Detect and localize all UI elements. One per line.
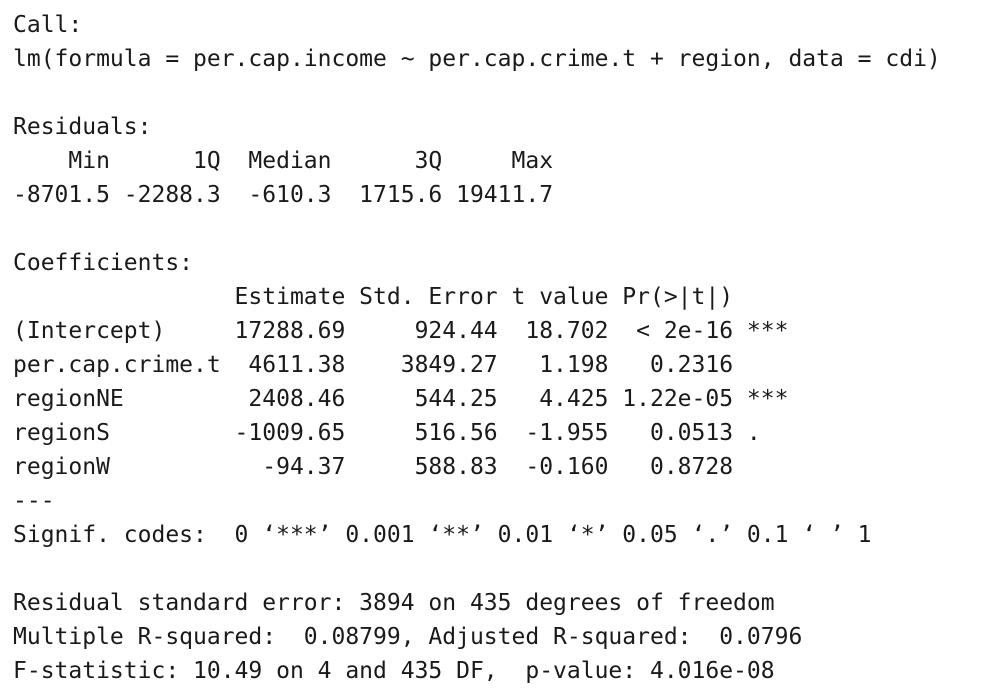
residuals-values: -8701.5 -2288.3 -610.3 1715.6 19411.7 bbox=[13, 182, 567, 208]
coefficients-column-header: Estimate Std. Error t value Pr(>|t|) bbox=[13, 284, 789, 310]
residual-standard-error: Residual standard error: 3894 on 435 deg… bbox=[13, 590, 775, 616]
residuals-header: Residuals: bbox=[13, 114, 152, 140]
f-statistic-line: F-statistic: 10.49 on 4 and 435 DF, p-va… bbox=[13, 658, 775, 684]
coefficient-row-region-w: regionW -94.37 588.83 -0.160 0.8728 bbox=[13, 454, 789, 480]
call-header: Call: bbox=[13, 12, 83, 38]
coefficient-row-region-s: regionS -1009.65 516.56 -1.955 0.0513 . bbox=[13, 420, 789, 446]
coefficients-separator: --- bbox=[13, 488, 55, 514]
coefficient-row-per-cap-crime: per.cap.crime.t 4611.38 3849.27 1.198 0.… bbox=[13, 352, 789, 378]
blank-line bbox=[13, 552, 996, 586]
blank-line bbox=[13, 212, 996, 246]
signif-codes: Signif. codes: 0 ‘***’ 0.001 ‘**’ 0.01 ‘… bbox=[13, 522, 872, 548]
call-formula: lm(formula = per.cap.income ~ per.cap.cr… bbox=[13, 46, 941, 72]
coefficients-header: Coefficients: bbox=[13, 250, 194, 276]
blank-line bbox=[13, 76, 996, 110]
residuals-labels: Min 1Q Median 3Q Max bbox=[13, 148, 567, 174]
r-squared-line: Multiple R-squared: 0.08799, Adjusted R-… bbox=[13, 624, 817, 650]
coefficient-row-intercept: (Intercept) 17288.69 924.44 18.702 < 2e-… bbox=[13, 318, 789, 344]
coefficient-row-region-ne: regionNE 2408.46 544.25 4.425 1.22e-05 *… bbox=[13, 386, 789, 412]
